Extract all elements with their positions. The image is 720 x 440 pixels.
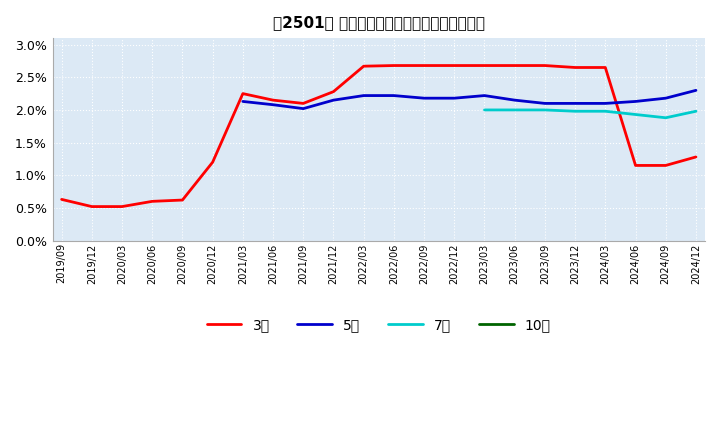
3年 xyxy=(450,63,459,68)
7年 xyxy=(510,107,519,113)
3年 xyxy=(329,89,338,94)
7年 xyxy=(662,115,670,121)
5年 xyxy=(510,98,519,103)
3年 xyxy=(420,63,428,68)
5年 xyxy=(571,101,580,106)
3年 xyxy=(359,63,368,69)
5年 xyxy=(299,106,307,111)
5年 xyxy=(420,95,428,101)
Title: 【2501】 経常利益マージンの標準偏差の推移: 【2501】 経常利益マージンの標準偏差の推移 xyxy=(273,15,485,30)
5年 xyxy=(692,88,701,93)
5年 xyxy=(329,98,338,103)
7年 xyxy=(692,109,701,114)
3年 xyxy=(238,91,247,96)
3年 xyxy=(541,63,549,68)
5年 xyxy=(450,95,459,101)
5年 xyxy=(541,101,549,106)
3年 xyxy=(178,198,186,203)
3年 xyxy=(480,63,489,68)
Line: 3年: 3年 xyxy=(62,66,696,206)
3年 xyxy=(148,199,156,204)
3年 xyxy=(510,63,519,68)
5年 xyxy=(631,99,640,104)
5年 xyxy=(390,93,398,98)
Legend: 3年, 5年, 7年, 10年: 3年, 5年, 7年, 10年 xyxy=(201,312,557,337)
3年 xyxy=(269,98,277,103)
3年 xyxy=(571,65,580,70)
3年 xyxy=(58,197,66,202)
7年 xyxy=(541,107,549,113)
3年 xyxy=(208,160,217,165)
3年 xyxy=(390,63,398,68)
3年 xyxy=(299,101,307,106)
5年 xyxy=(480,93,489,98)
3年 xyxy=(662,163,670,168)
5年 xyxy=(238,99,247,104)
7年 xyxy=(631,112,640,117)
3年 xyxy=(692,154,701,160)
3年 xyxy=(88,204,96,209)
3年 xyxy=(117,204,126,209)
3年 xyxy=(631,163,640,168)
7年 xyxy=(480,107,489,113)
7年 xyxy=(571,109,580,114)
5年 xyxy=(359,93,368,98)
7年 xyxy=(601,109,610,114)
3年 xyxy=(601,65,610,70)
Line: 7年: 7年 xyxy=(485,110,696,118)
5年 xyxy=(662,95,670,101)
Line: 5年: 5年 xyxy=(243,90,696,109)
5年 xyxy=(601,101,610,106)
5年 xyxy=(269,102,277,107)
